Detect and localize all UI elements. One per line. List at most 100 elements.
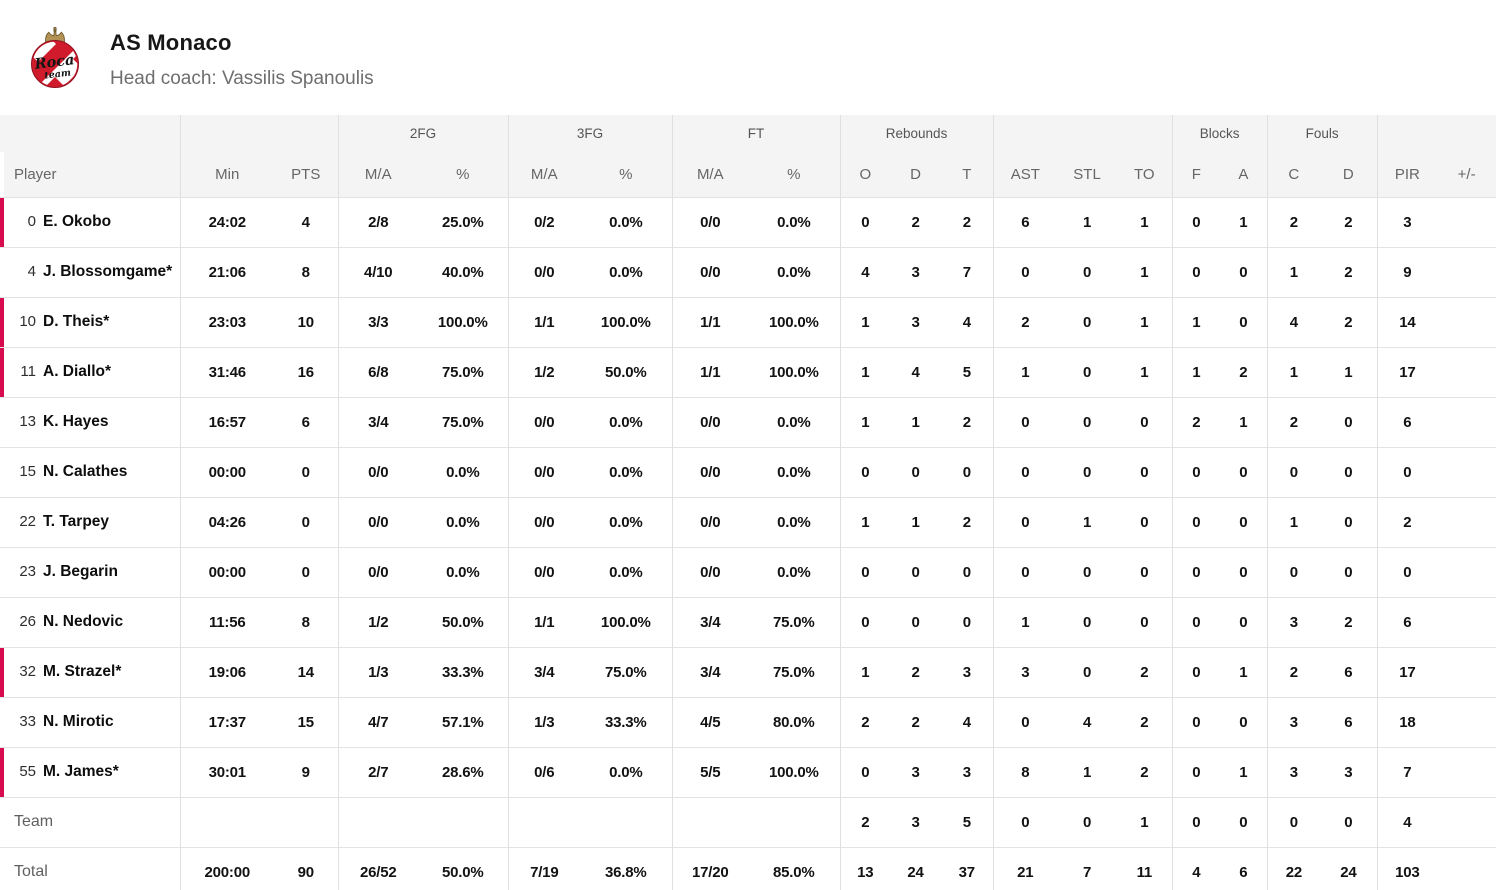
stat-reb-d: 3	[890, 746, 942, 797]
stat-foul-c: 0	[1266, 446, 1321, 497]
stat-reb-o: 1	[839, 496, 891, 547]
col-header-2fg-pct: %	[418, 152, 509, 197]
stat-blk-a: 0	[1220, 446, 1268, 497]
stat-foul-c: 4	[1266, 296, 1321, 347]
stat-to: 0	[1117, 446, 1173, 497]
stat-to: 0	[1117, 596, 1173, 647]
stat-2fg-ma: 1/2	[337, 596, 418, 647]
stat-ft-ma: 0/0	[671, 496, 749, 547]
stat-reb-d: 2	[890, 196, 942, 247]
stat-reb-d: 2	[890, 696, 942, 747]
stat-reb-t: 3	[941, 746, 994, 797]
stat-2fg-pct: 0.0%	[418, 496, 509, 547]
player-row: 10 D. Theis* 23:03 10 3/3 100.0% 1/1 100.0% 1/1 1…	[0, 296, 1496, 347]
stat-blk-a: 1	[1220, 646, 1268, 697]
stat-3fg-pct: 100.0%	[580, 596, 673, 647]
stat-reb-o: 0	[839, 196, 891, 247]
stat-pts: 8	[274, 246, 338, 297]
player-name: T. Tarpey	[43, 513, 110, 530]
stat-pir: 103	[1376, 846, 1438, 890]
stat-min: 16:57	[179, 396, 274, 447]
jersey-number: 32	[19, 663, 36, 680]
stat-3fg-ma: 0/0	[507, 446, 581, 497]
stat-ast: 0	[992, 796, 1058, 847]
stat-reb-t: 4	[941, 696, 994, 747]
stat-blk-a: 6	[1220, 846, 1268, 890]
stat-foul-d: 6	[1320, 646, 1378, 697]
stat-ft-pct: 100.0%	[748, 346, 841, 397]
stat-to: 0	[1117, 546, 1173, 597]
jersey-number: 11	[20, 363, 36, 380]
player-cell: 22 T. Tarpey	[0, 496, 180, 547]
stat-stl: 1	[1057, 746, 1118, 797]
team-logo: Roca team	[27, 27, 83, 89]
stat-plus-minus	[1437, 246, 1496, 297]
stat-to: 2	[1117, 646, 1173, 697]
stat-blk-a: 1	[1220, 746, 1268, 797]
stat-plus-minus	[1437, 646, 1496, 697]
stat-to: 1	[1117, 296, 1173, 347]
player-name: E. Okobo	[43, 213, 112, 230]
stat-2fg-ma: 0/0	[337, 496, 418, 547]
stat-3fg-pct: 100.0%	[580, 296, 673, 347]
col-header-foul-c: C	[1266, 152, 1321, 197]
stat-ast: 21	[992, 846, 1058, 890]
stat-2fg-pct: 25.0%	[418, 196, 509, 247]
stat-3fg-ma: 0/2	[507, 196, 581, 247]
col-header-blk-a: A	[1220, 152, 1268, 197]
stat-2fg-ma: 1/3	[337, 646, 418, 697]
stat-ft-pct: 75.0%	[748, 646, 841, 697]
jersey-number: 55	[19, 763, 36, 780]
stat-plus-minus	[1437, 846, 1496, 890]
stat-pts: 0	[274, 446, 338, 497]
stat-ft-ma	[671, 796, 749, 847]
stat-ast: 0	[992, 446, 1058, 497]
jersey-number: 22	[19, 513, 36, 530]
stat-foul-d: 3	[1320, 746, 1378, 797]
stat-blk-f: 4	[1171, 846, 1221, 890]
stat-foul-d: 6	[1320, 696, 1378, 747]
stat-reb-d: 3	[890, 796, 942, 847]
jersey-number: 23	[19, 563, 36, 580]
stat-2fg-pct: 50.0%	[418, 846, 509, 890]
stat-ft-ma: 1/1	[671, 296, 749, 347]
stat-ft-pct: 0.0%	[748, 396, 841, 447]
col-header-reb-t: T	[941, 152, 994, 197]
player-cell: 55 M. James*	[0, 746, 180, 797]
col-header-2fg-ma: M/A	[337, 152, 418, 197]
player-name: J. Begarin	[43, 563, 118, 580]
col-header-3fg-pct: %	[580, 152, 673, 197]
table-body: 0 E. Okobo 24:02 4 2/8 25.0% 0/2 0.0% 0/0 0.0% 0 2 2…	[0, 196, 1496, 890]
stat-reb-t: 4	[941, 296, 994, 347]
stat-3fg-ma: 3/4	[507, 646, 581, 697]
jersey-number: 33	[19, 713, 36, 730]
stat-blk-f: 0	[1171, 496, 1221, 547]
stat-reb-t: 5	[941, 796, 994, 847]
stat-foul-c: 1	[1266, 246, 1321, 297]
stat-3fg-pct: 0.0%	[580, 446, 673, 497]
stat-reb-o: 1	[839, 346, 891, 397]
stat-3fg-ma	[507, 796, 581, 847]
col-header-min: Min	[179, 152, 274, 197]
stat-2fg-pct: 28.6%	[418, 746, 509, 797]
stat-stl: 0	[1057, 596, 1118, 647]
stat-reb-t: 3	[941, 646, 994, 697]
stat-3fg-ma: 1/1	[507, 596, 581, 647]
stat-3fg-ma: 0/6	[507, 746, 581, 797]
stat-reb-o: 1	[839, 646, 891, 697]
col-header-player: Player	[0, 152, 180, 197]
stat-pts: 4	[274, 196, 338, 247]
col-header-ft-ma: M/A	[671, 152, 749, 197]
stat-foul-d: 2	[1320, 196, 1378, 247]
stat-reb-d: 24	[890, 846, 942, 890]
stat-to: 1	[1117, 346, 1173, 397]
stat-pts: 15	[274, 696, 338, 747]
stat-blk-f: 0	[1171, 596, 1221, 647]
stat-blk-f: 1	[1171, 296, 1221, 347]
stat-3fg-pct: 0.0%	[580, 496, 673, 547]
stat-ast: 1	[992, 596, 1058, 647]
stat-ft-ma: 17/20	[671, 846, 749, 890]
stat-stl: 0	[1057, 296, 1118, 347]
stat-min: 00:00	[179, 546, 274, 597]
